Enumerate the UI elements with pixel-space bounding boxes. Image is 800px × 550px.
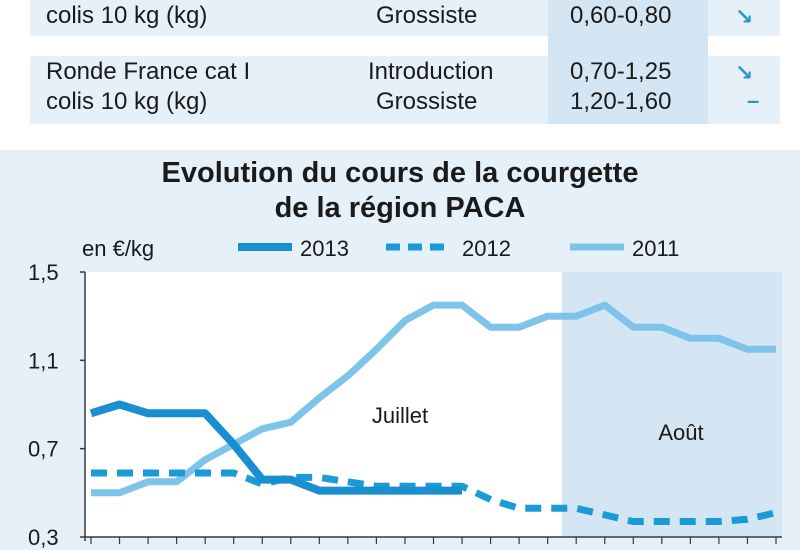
month-label: Août	[658, 420, 703, 445]
trend-stable-icon: –	[747, 88, 760, 113]
stage-cell: Grossiste	[376, 2, 478, 29]
stage-cell: Grossiste	[376, 88, 478, 115]
chart-title: Evolution du cours de la courgette	[161, 157, 639, 189]
price-cell: 0,60-0,80	[570, 2, 672, 29]
month-label: Juillet	[372, 403, 428, 428]
stage-cell: Introduction	[368, 58, 494, 85]
price-cell: 1,20-1,60	[570, 88, 672, 115]
price-cell: 0,70-1,25	[570, 58, 672, 85]
product-cell: Ronde France cat I	[46, 58, 251, 85]
y-tick-label: 1,1	[28, 348, 59, 373]
trend-down-icon: ↘	[735, 4, 754, 29]
series-line-2012	[91, 469, 777, 525]
y-tick-label: 1,5	[28, 260, 59, 285]
series-line-2011	[91, 301, 776, 497]
price-column-background	[548, 0, 708, 124]
y-tick-label: 0,7	[28, 437, 59, 462]
chart-subtitle: de la région PACA	[274, 192, 526, 224]
price-table: colis 10 kg (kg) Grossiste 0,60-0,80 ↘ R…	[30, 0, 780, 124]
product-cell: colis 10 kg (kg)	[46, 2, 208, 29]
y-axis-unit-label: en €/kg	[82, 236, 155, 261]
product-cell: colis 10 kg (kg)	[46, 88, 208, 115]
legend-label-2011: 2011	[632, 236, 680, 261]
y-tick-label: 0,3	[28, 525, 59, 550]
series-line-2013	[89, 400, 462, 495]
legend-label-2012: 2012	[462, 236, 511, 261]
trend-down-icon: ↘	[735, 60, 754, 85]
legend-label-2013: 2013	[300, 236, 349, 261]
region-band	[561, 272, 782, 537]
